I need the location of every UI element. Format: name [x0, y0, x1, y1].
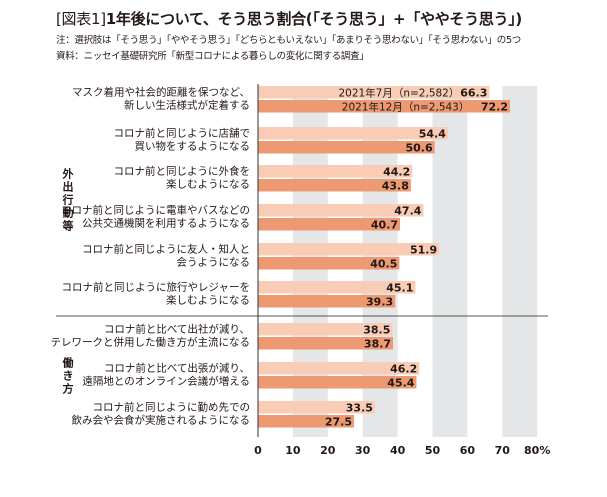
title-text: 1年後について、そう思う割合(「そう思う」+「ややそう思う」) [105, 10, 523, 28]
bar-2-4 [258, 218, 401, 231]
value-label: 27.5 [325, 416, 352, 429]
x-tick-label: 0 [254, 444, 262, 457]
x-tick-label: 20 [320, 444, 336, 457]
group-label-char: 方 [63, 382, 74, 396]
bar-1-5 [258, 243, 440, 256]
bar-1-3 [258, 165, 413, 178]
group-label-char: 外 [62, 167, 74, 181]
bar-1-8 [258, 362, 420, 375]
category-label: コロナ前と比べて出社が減り、 [104, 323, 250, 336]
bar-1-7 [258, 323, 393, 336]
x-tick-label: 10 [285, 444, 301, 457]
category-label: コロナ前と同じように友人・知人と [82, 243, 250, 256]
category-label: 楽しむようになる [166, 294, 250, 307]
group-label-char: 出 [63, 180, 74, 194]
header: [図表1]1年後について、そう思う割合(「そう思う」+「ややそう思う」) 注：選… [56, 8, 522, 62]
value-label: 40.5 [370, 258, 397, 271]
value-label: 66.3 [460, 87, 487, 100]
category-label: 公共交通機関を利用するようになる [82, 217, 250, 230]
bar-1-9 [258, 401, 375, 414]
figure-tag: [図表1] [56, 10, 106, 28]
category-label: テレワークと併用した働き方が主流になる [51, 336, 251, 349]
x-tick-label: 30 [355, 444, 371, 457]
bar-2-1 [258, 100, 510, 113]
legend-entry-1: 2021年7月（n=2,582） [338, 87, 459, 100]
value-label: 38.5 [363, 324, 390, 337]
bar-1-4 [258, 204, 424, 217]
group-label-char: 行 [62, 193, 74, 207]
category-label: 飲み会や会食が実施されるようになる [72, 414, 251, 427]
group-label-char: 等 [62, 219, 74, 233]
footnote: 注：選択肢は「そう思う」「ややそう思う」「どちらともいえない」「あまりそう思わな… [56, 35, 521, 46]
category-label: 買い物をするようになる [135, 140, 251, 153]
group-label-char: き [63, 370, 74, 383]
group-label-char: 働 [62, 356, 74, 370]
value-label: 45.1 [386, 282, 413, 295]
bar-1-2 [258, 127, 448, 140]
value-label: 45.4 [387, 377, 414, 390]
bar-1-1 [258, 86, 490, 99]
x-tick-label: 40 [390, 444, 406, 457]
x-tick-label: 60 [460, 444, 476, 457]
value-label: 40.7 [371, 219, 398, 232]
category-label: コロナ前と同じように外食を [114, 165, 251, 178]
bar-2-6 [258, 295, 396, 308]
bar-2-2 [258, 141, 435, 154]
category-label: 楽しむようになる [166, 178, 250, 191]
category-label: 新しい生活様式が定着する [124, 99, 250, 112]
value-label: 44.2 [383, 166, 410, 179]
source-note: 資料：ニッセイ基礎研究所「新型コロナによる暮らしの変化に関する調査」 [56, 51, 369, 62]
value-label: 38.7 [364, 338, 391, 351]
x-tick-label: 80% [524, 444, 550, 457]
category-label: コロナ前と同じように勤め先での [93, 401, 251, 414]
category-label: コロナ前と同じように店舗で [114, 127, 251, 140]
bar-2-8 [258, 376, 417, 389]
value-label: 54.4 [419, 128, 446, 141]
bar-2-9 [258, 415, 354, 428]
chart-title: [図表1]1年後について、そう思う割合(「そう思う」+「ややそう思う」) [56, 8, 522, 29]
value-label: 51.9 [410, 244, 437, 257]
value-label: 33.5 [346, 402, 373, 415]
category-label: 会うようになる [177, 256, 251, 269]
bar-2-3 [258, 179, 411, 192]
x-tick-label: 50 [425, 444, 441, 457]
value-label: 39.3 [366, 296, 393, 309]
category-label: コロナ前と同じように旅行やレジャーを [62, 281, 250, 294]
legend-entry-2: 2021年12月（n=2,543） [342, 101, 470, 114]
group-label-char: 動 [63, 206, 74, 220]
category-label: 遠隔地とのオンライン会議が増える [82, 375, 250, 388]
category-label: コロナ前と比べて出張が減り、 [104, 362, 250, 375]
value-label: 50.6 [405, 142, 432, 155]
grid-band [432, 86, 468, 437]
bar-2-5 [258, 257, 400, 270]
bar-2-7 [258, 337, 394, 350]
value-label: 46.2 [390, 363, 417, 376]
category-label: マスク着用や社会的距離を保つなど、 [72, 86, 250, 99]
grid-band [502, 86, 538, 437]
x-tick-label: 70 [495, 444, 511, 457]
value-label: 43.8 [382, 180, 409, 193]
value-label: 72.2 [481, 101, 508, 114]
value-label: 47.4 [394, 205, 421, 218]
category-label: コロナ前と同じように電車やバスなどの [61, 204, 250, 217]
bar-1-6 [258, 281, 416, 294]
